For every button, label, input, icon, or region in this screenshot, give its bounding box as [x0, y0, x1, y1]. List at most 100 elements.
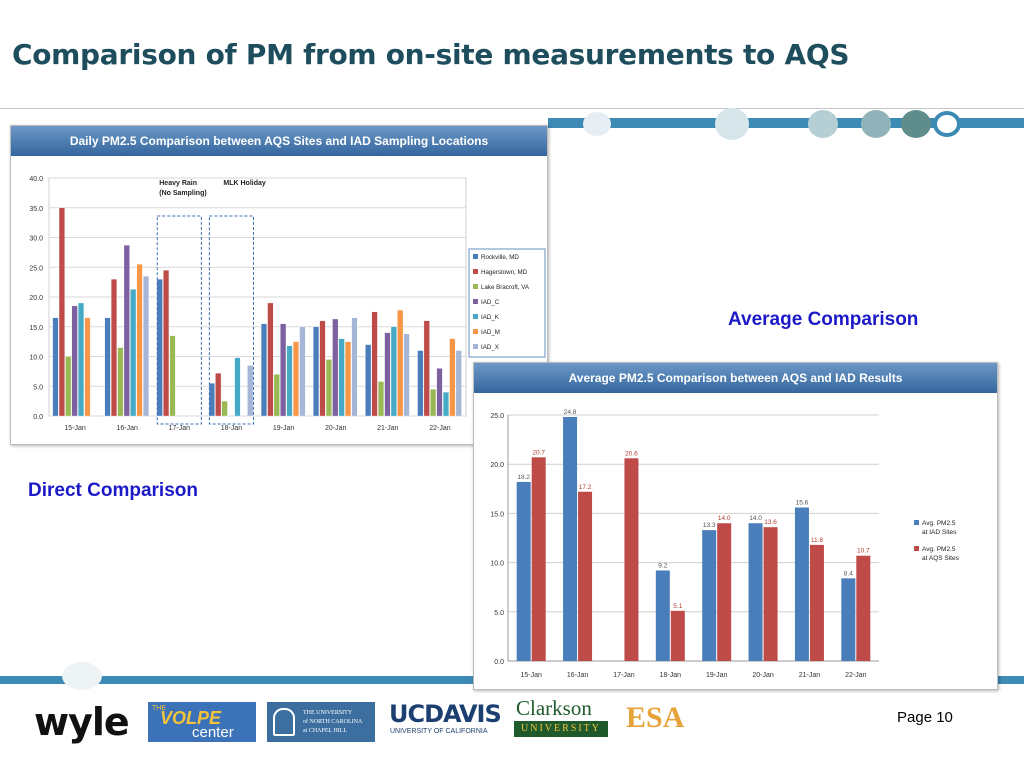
bar	[531, 457, 546, 661]
bar	[449, 338, 456, 417]
y-tick-label: 15.0	[490, 511, 504, 518]
decorative-band-top	[548, 118, 1024, 128]
bar	[516, 481, 531, 661]
unc-line3: at CHAPEL HILL	[303, 728, 348, 734]
bar	[856, 555, 871, 661]
legend-swatch	[473, 314, 478, 319]
bar	[319, 320, 326, 417]
legend-swatch	[473, 299, 478, 304]
bar	[215, 373, 222, 417]
average-bar-chart: 0.0 5.0 10.0 15.0 20.0 25.0 15-Jan 18.2 20.7 16-J…	[490, 409, 960, 679]
annotation-label: Heavy Rain	[159, 180, 197, 187]
bar	[371, 311, 378, 417]
data-label: 5.1	[673, 603, 682, 610]
bar	[748, 523, 763, 661]
bar	[286, 345, 293, 417]
data-label: 11.8	[811, 537, 824, 544]
y-tick-label: 0.0	[33, 414, 43, 421]
data-label: 24.8	[564, 409, 577, 416]
direct-comparison-caption: Direct Comparison	[28, 480, 198, 501]
bar	[455, 350, 462, 417]
x-tick-label: 22-Jan	[845, 672, 867, 679]
daily-chart-panel: Daily PM2.5 Comparison between AQS Sites…	[10, 125, 548, 445]
x-tick-label: 16-Jan	[567, 672, 589, 679]
y-tick-label: 15.0	[29, 325, 43, 332]
y-tick-label: 10.0	[29, 355, 43, 362]
bar	[809, 544, 824, 661]
unc-well-icon	[273, 708, 295, 736]
x-tick-label: 20-Jan	[752, 672, 774, 679]
esa-logo: ESA	[626, 701, 685, 734]
bar	[417, 350, 424, 417]
slide-title: Comparison of PM from on-site measuremen…	[12, 38, 850, 71]
data-label: 10.7	[857, 548, 870, 555]
x-tick-label: 19-Jan	[706, 672, 728, 679]
bar	[136, 264, 143, 417]
bar	[130, 289, 137, 417]
bar	[655, 570, 670, 661]
bar	[763, 527, 778, 661]
unc-logo: THE UNIVERSITY of NORTH CAROLINA at CHAP…	[267, 702, 375, 742]
bar	[430, 389, 437, 417]
data-label: 15.6	[796, 499, 809, 506]
bar	[384, 332, 391, 417]
bar	[841, 578, 856, 661]
y-tick-label: 30.0	[29, 236, 43, 243]
annotation-label: (No Sampling)	[159, 190, 206, 197]
bar	[397, 309, 404, 417]
clarkson-text: Clarkson	[516, 696, 592, 720]
legend-label: Rockville, MD	[481, 254, 519, 261]
data-label: 8.4	[844, 570, 853, 577]
legend-swatch	[473, 344, 478, 349]
bar	[221, 400, 228, 417]
volpe-center-logo: THE VOLPE center	[148, 702, 256, 742]
bar	[261, 323, 267, 417]
bar	[390, 326, 397, 417]
legend-label: at IAD Sites	[922, 529, 957, 536]
data-label: 13.3	[703, 522, 716, 529]
bar	[670, 610, 685, 661]
x-tick-label: 20-Jan	[325, 425, 347, 432]
legend-swatch	[473, 254, 478, 259]
clarkson-sub-text: UNIVERSITY	[514, 721, 608, 737]
bar	[365, 344, 372, 417]
bar	[293, 341, 299, 417]
data-label: 14.0	[718, 515, 731, 522]
bar	[325, 359, 332, 417]
legend-label: Avg. PM2.5	[922, 546, 956, 553]
decorative-circle	[861, 110, 891, 138]
bar	[442, 392, 449, 417]
y-tick-label: 20.0	[29, 295, 43, 302]
x-tick-label: 15-Jan	[64, 425, 86, 432]
decorative-circle	[808, 110, 838, 138]
decorative-circle	[62, 662, 102, 690]
data-label: 14.0	[749, 515, 762, 522]
bar	[247, 365, 254, 417]
legend-label: at AQS Sites	[922, 555, 960, 562]
bar	[104, 317, 111, 417]
legend-label: Lake Bracroft, VA	[481, 284, 530, 291]
decorative-circle	[933, 111, 961, 137]
annotation-box	[156, 215, 202, 425]
daily-bar-chart: 0.0 5.0 10.0 15.0 20.0 25.0 30.0 35.0 40.0 15-Jan…	[29, 176, 546, 432]
bar	[299, 326, 306, 417]
legend-swatch	[914, 546, 919, 551]
bar	[794, 507, 809, 661]
legend-label: IAD_M	[481, 329, 500, 336]
x-tick-label: 17-Jan	[169, 425, 191, 432]
x-tick-label: 15-Jan	[520, 672, 542, 679]
bar	[156, 279, 163, 417]
volpe-text: VOLPE	[160, 708, 222, 728]
bar	[403, 333, 410, 417]
data-label: 17.2	[579, 484, 592, 491]
bar	[71, 305, 78, 417]
bar	[111, 279, 117, 417]
bar	[123, 245, 130, 417]
bar	[338, 338, 345, 417]
data-label: 20.6	[625, 450, 638, 457]
bar	[578, 491, 593, 661]
daily-chart-title: Daily PM2.5 Comparison between AQS Sites…	[11, 126, 547, 156]
decorative-circle	[715, 108, 749, 140]
average-chart-title: Average PM2.5 Comparison between AQS and…	[474, 363, 997, 393]
bar	[313, 326, 320, 417]
